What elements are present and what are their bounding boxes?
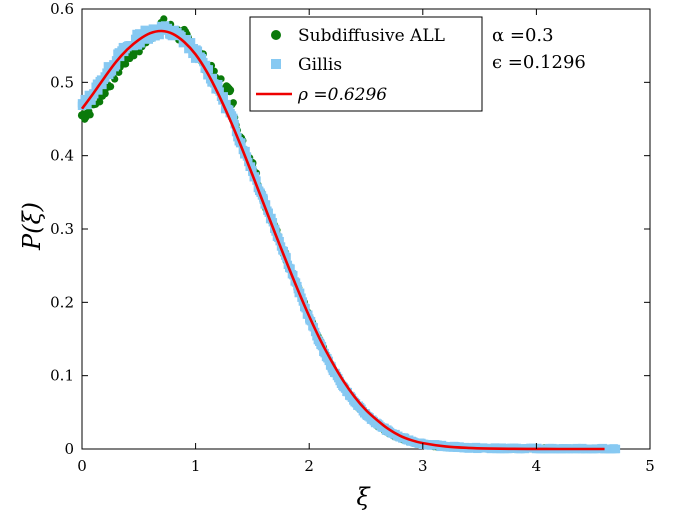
annotation-epsilon: ϵ =0.1296	[492, 52, 586, 73]
data-point	[184, 44, 193, 54]
data-point	[282, 254, 291, 263]
data-point	[324, 356, 333, 366]
data-point	[327, 364, 337, 373]
data-point	[163, 23, 173, 33]
data-point	[241, 146, 250, 156]
data-point	[186, 38, 196, 47]
legend: Subdiffusive ALL Gillis ρ =0.6296	[249, 16, 483, 112]
legend-box	[249, 16, 483, 112]
data-point	[122, 60, 130, 68]
y-tick-label: 0.4	[50, 147, 74, 165]
data-point	[252, 176, 261, 185]
data-point	[83, 100, 92, 110]
data-point	[242, 152, 252, 161]
data-point	[225, 108, 234, 118]
legend-marker-gillis	[271, 59, 281, 69]
data-point	[270, 224, 280, 234]
ticks-layer: 0 1 2 3 4 5 0 0.1 0.2 0.3 0.4 0.5 0.6	[50, 0, 655, 475]
x-tick-label: 2	[304, 457, 314, 475]
data-point	[107, 82, 115, 91]
data-point	[96, 98, 104, 106]
data-point	[316, 340, 325, 350]
y-tick-label: 0.3	[50, 220, 74, 238]
x-tick-label: 3	[418, 457, 428, 475]
data-point	[160, 15, 168, 23]
data-point	[264, 208, 273, 217]
data-point	[267, 213, 276, 223]
data-point	[123, 42, 132, 52]
legend-label-gillis: Gillis	[298, 55, 342, 75]
y-tick-label: 0.6	[50, 0, 74, 18]
legend-label-rho: ρ =0.6296	[297, 85, 387, 105]
data-point	[361, 410, 371, 419]
x-tick-label: 4	[532, 457, 542, 475]
data-point	[395, 433, 405, 442]
x-tick-label: 1	[191, 457, 201, 475]
y-tick-label: 0	[64, 440, 74, 458]
data-point	[208, 73, 218, 83]
data-point	[155, 30, 164, 40]
y-tick-label: 0.2	[50, 293, 74, 311]
data-point	[111, 61, 121, 70]
x-axis-label: ξ	[356, 483, 371, 511]
legend-label-subdiffusive: Subdiffusive ALL	[298, 26, 445, 46]
data-point	[219, 92, 228, 101]
data-point	[611, 444, 621, 454]
data-point	[214, 79, 223, 89]
data-point	[202, 64, 212, 74]
data-point	[248, 166, 257, 175]
data-point	[180, 35, 189, 44]
y-tick-label: 0.5	[50, 73, 74, 91]
data-point	[77, 101, 87, 110]
data-point	[384, 427, 393, 436]
data-point	[279, 246, 288, 256]
data-point	[261, 200, 271, 209]
data-point	[350, 397, 359, 407]
y-tick-label: 0.1	[50, 367, 74, 385]
data-point	[230, 120, 239, 129]
data-point	[157, 25, 166, 34]
data-point	[286, 264, 295, 273]
x-tick-label: 0	[77, 457, 87, 475]
data-point	[250, 172, 260, 181]
series-rho-line	[80, 29, 605, 451]
data-point	[229, 99, 237, 107]
data-point	[94, 86, 103, 95]
data-point	[373, 419, 382, 429]
data-point	[214, 85, 223, 94]
data-point	[259, 195, 268, 204]
legend-marker-subdiffusive	[271, 30, 281, 40]
data-point	[289, 270, 298, 280]
series-layer	[77, 15, 621, 454]
data-point	[275, 236, 284, 246]
data-point	[236, 138, 246, 147]
annotation-alpha: α =0.3	[492, 25, 554, 46]
data-point	[103, 62, 113, 71]
data-point	[130, 52, 138, 60]
data-point	[229, 113, 238, 123]
data-point	[98, 80, 107, 90]
data-point	[83, 109, 92, 118]
data-point	[268, 218, 278, 227]
y-axis-label: P(ξ)	[18, 202, 46, 251]
data-point	[136, 39, 145, 48]
x-tick-label: 5	[645, 457, 655, 475]
data-point	[339, 382, 348, 391]
data-point	[222, 99, 231, 109]
